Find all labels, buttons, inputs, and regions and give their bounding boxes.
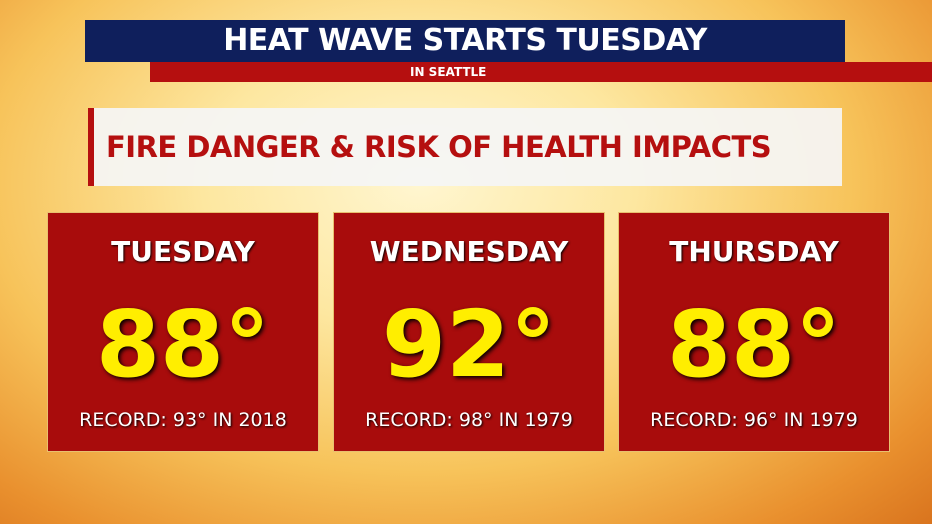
day-name: TUESDAY — [111, 235, 255, 268]
record: RECORD: 98° IN 1979 — [365, 409, 573, 431]
subtitle-bar: IN SEATTLE — [150, 62, 932, 82]
day-name: WEDNESDAY — [369, 235, 569, 268]
temperature: 88° — [666, 291, 842, 398]
temperature: 88° — [95, 291, 271, 398]
subtitle: IN SEATTLE — [410, 65, 487, 79]
day-card: TUESDAY 88° RECORD: 93° IN 2018 — [47, 212, 319, 452]
record: RECORD: 96° IN 1979 — [650, 409, 858, 431]
day-card: THURSDAY 88° RECORD: 96° IN 1979 — [618, 212, 890, 452]
temperature: 92° — [381, 291, 557, 398]
title: HEAT WAVE STARTS TUESDAY — [85, 20, 845, 62]
day-card: WEDNESDAY 92° RECORD: 98° IN 1979 — [333, 212, 605, 452]
banner: FIRE DANGER & RISK OF HEALTH IMPACTS — [88, 108, 842, 186]
day-name: THURSDAY — [669, 235, 839, 268]
record: RECORD: 93° IN 2018 — [79, 409, 287, 431]
